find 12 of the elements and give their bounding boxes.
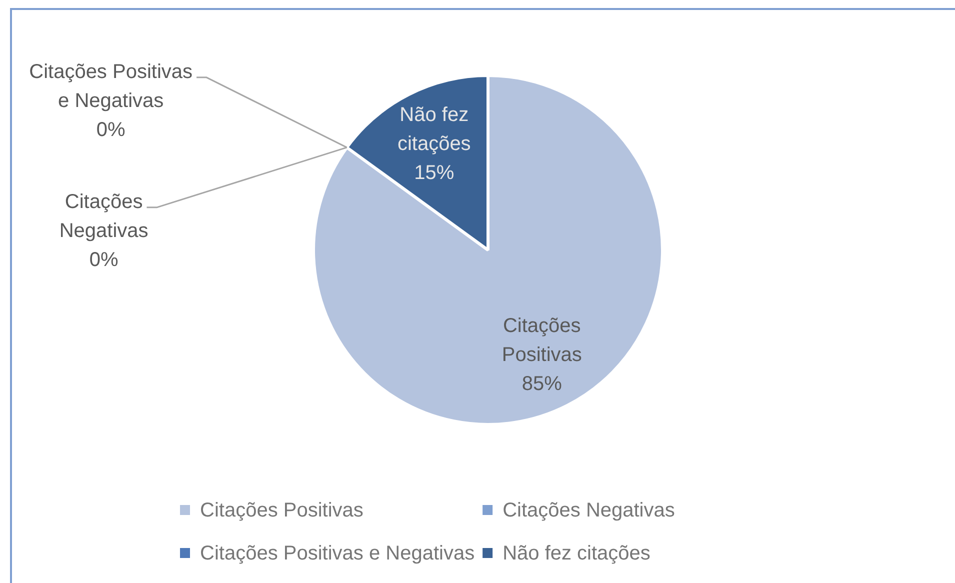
text: 0%: [96, 118, 126, 141]
legend-label: Não fez citações: [502, 542, 650, 565]
category-label: Citações Positivas e Negativas: [29, 60, 193, 112]
legend-label: Citações Positivas e Negativas: [200, 542, 475, 565]
legend-label: Citações Positivas: [200, 500, 364, 522]
legend-label: Citações Negativas: [502, 500, 675, 522]
data-label: 85%: [522, 373, 562, 396]
text: 0%: [89, 248, 118, 271]
slice-label: Não fez citações: [397, 104, 471, 155]
slice-label: Citações Positivas: [502, 315, 582, 366]
data-label: 15%: [414, 162, 454, 184]
category-label: Citações Negativas: [59, 190, 148, 242]
